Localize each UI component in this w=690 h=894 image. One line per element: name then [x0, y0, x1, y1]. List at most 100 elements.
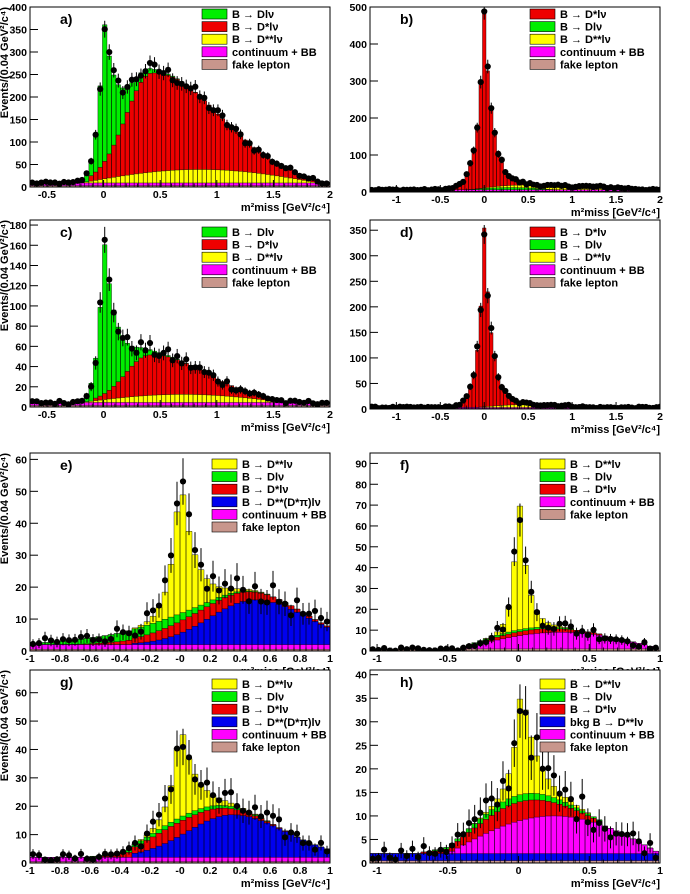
x-axis-title: m²miss [GeV²/c⁴]	[571, 424, 661, 436]
y-tick-label: 20	[355, 604, 367, 616]
data-point	[463, 171, 470, 178]
data-point	[89, 636, 97, 644]
data-point	[53, 638, 61, 646]
data-point	[219, 112, 226, 119]
data-point	[474, 343, 481, 350]
data-point	[246, 140, 253, 147]
data-point	[305, 175, 312, 182]
y-tick-label: 0	[361, 858, 367, 870]
data-point	[305, 839, 313, 847]
data-point	[550, 625, 558, 633]
data-point	[227, 585, 235, 592]
panel-tag: f)	[400, 457, 409, 473]
data-point	[74, 398, 81, 405]
legend-label: B → D*lν	[242, 484, 288, 496]
data-point	[88, 383, 95, 390]
data-point	[233, 575, 241, 582]
data-point	[179, 478, 187, 485]
legend-swatch	[211, 741, 238, 753]
data-point	[601, 635, 608, 642]
x-tick-label: 1	[327, 865, 333, 877]
legend-label: bkg B → D**lν	[570, 717, 643, 729]
data-point	[635, 838, 642, 845]
legend-label: B → D**lν	[560, 252, 611, 264]
data-point	[185, 511, 193, 518]
data-point	[115, 77, 122, 84]
legend-label: B → D**lν	[242, 459, 293, 471]
y-tick-label: 40	[15, 362, 27, 374]
data-point	[550, 772, 558, 779]
panel-tag: h)	[400, 674, 413, 690]
x-tick-label: 0.8	[293, 865, 308, 877]
data-point	[323, 399, 330, 406]
y-tick-label: 400	[349, 39, 367, 51]
x-tick-label: 1	[327, 653, 333, 665]
legend-label: B → Dlν	[570, 472, 612, 484]
legend-label: fake lepton	[242, 522, 300, 534]
y-tick-label: 100	[349, 353, 367, 365]
data-point	[562, 620, 569, 627]
data-point	[403, 852, 410, 860]
x-tick-label: 0.8	[293, 653, 308, 665]
data-point	[305, 610, 313, 617]
legend-swatch	[539, 716, 566, 728]
data-point	[30, 851, 37, 858]
data-point	[618, 830, 625, 838]
x-tick-label: 1	[657, 865, 663, 877]
data-point	[264, 395, 271, 402]
data-point	[641, 639, 648, 646]
legend-label: B → D*lν	[242, 704, 288, 716]
data-point	[251, 583, 259, 590]
x-tick-label: 0.5	[153, 189, 168, 201]
y-tick-label: 30	[15, 550, 27, 562]
data-point	[420, 842, 427, 850]
x-tick-label: -0	[175, 653, 184, 665]
data-point	[35, 852, 43, 859]
y-tick-label: 350	[9, 25, 27, 37]
y-tick-label: 300	[349, 76, 367, 88]
data-point	[494, 624, 501, 632]
legend-swatch	[529, 277, 556, 288]
legend-swatch	[539, 496, 566, 508]
x-axis-title: m²miss [GeV²/c⁴]	[241, 878, 331, 890]
data-point	[511, 548, 518, 555]
legend-label: continuum + BB	[232, 265, 317, 277]
legend-swatch	[211, 678, 238, 690]
data-point	[78, 397, 86, 404]
data-point	[221, 789, 229, 797]
data-point	[137, 843, 145, 850]
data-point	[370, 855, 376, 862]
data-point	[260, 393, 267, 400]
data-point	[491, 129, 498, 136]
legend-label: continuum + BB	[242, 509, 327, 521]
x-tick-label: 1	[569, 194, 575, 206]
panel-b: -1 -0.5 0 0.5 1 1.5 2 0 100 200 300 400 500 b) m²miss …	[349, 2, 663, 219]
y-tick-label: 80	[15, 321, 27, 333]
panel-d: -1 -0.5 0 0.5 1 1.5 2 0 50 100 150 200 250 300 350 d) m²…	[349, 219, 663, 436]
y-tick-label: 140	[9, 260, 27, 272]
legend-label: B → D**lν	[570, 679, 621, 691]
data-point	[133, 349, 140, 356]
data-point	[191, 776, 199, 783]
data-point	[386, 854, 393, 861]
data-point	[562, 786, 569, 793]
data-point	[465, 643, 473, 650]
x-tick-label: 0.5	[153, 409, 168, 421]
x-tick-label: -0.8	[51, 653, 69, 665]
legend-swatch	[539, 458, 566, 470]
y-tick-label: 250	[9, 70, 27, 82]
data-point	[652, 854, 659, 861]
data-point	[533, 734, 541, 741]
data-point	[323, 618, 330, 625]
legend-label: B → D*lν	[560, 227, 606, 239]
data-point	[167, 786, 175, 793]
data-point	[454, 831, 461, 838]
x-tick-label: 0.4	[233, 653, 248, 665]
panel-tag: d)	[400, 224, 413, 240]
data-point	[488, 795, 495, 802]
plot-frame	[369, 669, 661, 864]
legend-label: B → Dlν	[570, 692, 612, 704]
data-point	[97, 85, 104, 93]
data-point	[71, 855, 79, 862]
data-point	[477, 640, 484, 647]
